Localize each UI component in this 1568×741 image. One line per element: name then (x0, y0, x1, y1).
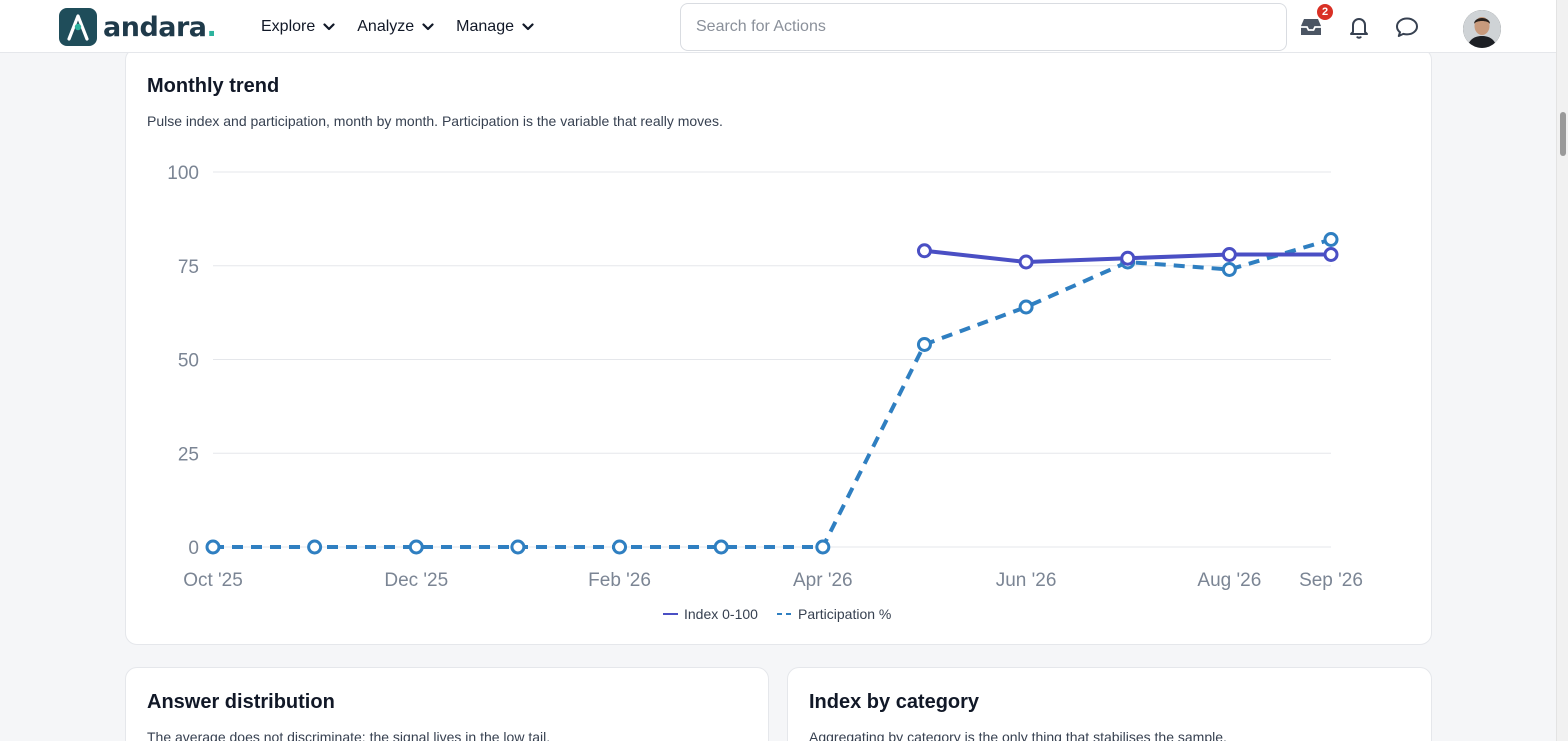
card-subtitle: Aggregating by category is the only thin… (809, 729, 1227, 741)
data-point-index-0-100 (1018, 254, 1034, 270)
card-title: Monthly trend (147, 75, 280, 97)
series-line-participation (213, 237, 1332, 549)
nav-explore[interactable]: Explore (261, 18, 335, 36)
card-subtitle: Pulse index and participation, month by … (147, 113, 723, 129)
data-point-participation (1323, 232, 1339, 247)
top-bar: andara. Explore Analyze Manage 2 (0, 0, 1556, 53)
data-point-participation (408, 539, 424, 555)
page-scrollbar[interactable] (1556, 0, 1568, 741)
x-tick-label: Aug '26 (1197, 570, 1261, 591)
main-nav: Explore Analyze Manage (261, 0, 556, 53)
brand-name: andara. (103, 11, 217, 43)
data-point-participation (916, 337, 932, 352)
card-title: Index by category (809, 691, 980, 713)
chevron-down-icon (522, 22, 534, 30)
y-tick-label: 50 (178, 351, 199, 372)
y-tick-label: 100 (167, 163, 199, 184)
data-point-index-0-100 (916, 243, 932, 259)
legend-label-participation: Participation % (798, 606, 891, 622)
data-point-participation (713, 539, 729, 555)
nav-explore-label: Explore (261, 17, 316, 35)
y-tick-label: 75 (178, 257, 199, 278)
data-point-participation (1221, 262, 1237, 277)
nav-manage-label: Manage (456, 17, 514, 35)
bell-icon (1350, 18, 1368, 39)
logo-mark-icon (59, 8, 97, 46)
scrollbar-thumb[interactable] (1560, 112, 1566, 156)
brand-logo[interactable]: andara. (59, 8, 217, 46)
monthly-trend-card: Monthly trend Pulse index and participat… (125, 48, 1432, 645)
y-tick-label: 0 (188, 538, 199, 559)
data-point-participation (1018, 299, 1034, 315)
nav-analyze[interactable]: Analyze (357, 18, 434, 36)
chevron-down-icon (323, 22, 335, 30)
card-subtitle: The average does not discriminate: the s… (147, 729, 551, 741)
user-photo-icon (1463, 10, 1501, 48)
x-tick-label: Dec '25 (384, 570, 448, 591)
index-by-category-card: Index by category Aggregating by categor… (787, 667, 1432, 741)
inbox-tray-icon (1301, 19, 1321, 35)
x-tick-label: Feb '26 (588, 570, 651, 591)
search-input[interactable] (680, 3, 1287, 51)
chat-bubble-icon (1396, 17, 1418, 37)
x-tick-label: Sep '26 (1299, 570, 1363, 591)
nav-manage[interactable]: Manage (456, 18, 534, 36)
x-tick-label: Apr '26 (793, 570, 853, 591)
inbox-button[interactable] (1297, 13, 1325, 41)
x-tick-label: Jun '26 (996, 570, 1057, 591)
answer-distribution-card: Answer distribution The average does not… (125, 667, 769, 741)
notifications-button[interactable] (1345, 13, 1373, 41)
data-point-index-0-100 (1221, 247, 1237, 262)
data-point-participation (612, 539, 628, 555)
user-avatar[interactable] (1463, 10, 1501, 48)
messages-button[interactable] (1393, 13, 1421, 41)
data-point-participation (307, 539, 323, 555)
x-tick-label: Oct '25 (183, 570, 243, 591)
data-point-participation (815, 539, 831, 555)
data-point-participation (510, 539, 526, 555)
inbox-count-badge: 2 (1316, 3, 1334, 21)
data-point-index-0-100 (1120, 250, 1136, 266)
y-tick-label: 25 (178, 444, 199, 465)
data-point-participation (205, 539, 221, 555)
nav-analyze-label: Analyze (357, 17, 415, 35)
legend-label-index-0-100: Index 0-100 (684, 606, 758, 622)
chevron-down-icon (422, 22, 434, 30)
card-title: Answer distribution (147, 691, 335, 713)
data-point-index-0-100 (1323, 247, 1339, 262)
